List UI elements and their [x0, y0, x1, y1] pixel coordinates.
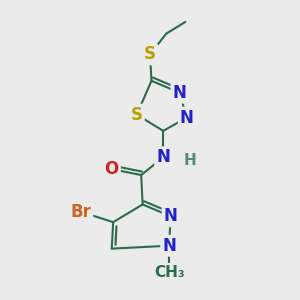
Text: N: N	[180, 109, 194, 127]
Text: N: N	[162, 237, 176, 255]
Text: Br: Br	[70, 203, 91, 221]
Text: N: N	[164, 207, 178, 225]
Text: CH₃: CH₃	[154, 265, 184, 280]
Text: O: O	[105, 160, 119, 178]
Text: S: S	[131, 106, 143, 124]
Text: S: S	[144, 45, 156, 63]
Text: H: H	[183, 153, 196, 168]
Text: N: N	[172, 84, 186, 102]
Text: N: N	[156, 148, 170, 166]
